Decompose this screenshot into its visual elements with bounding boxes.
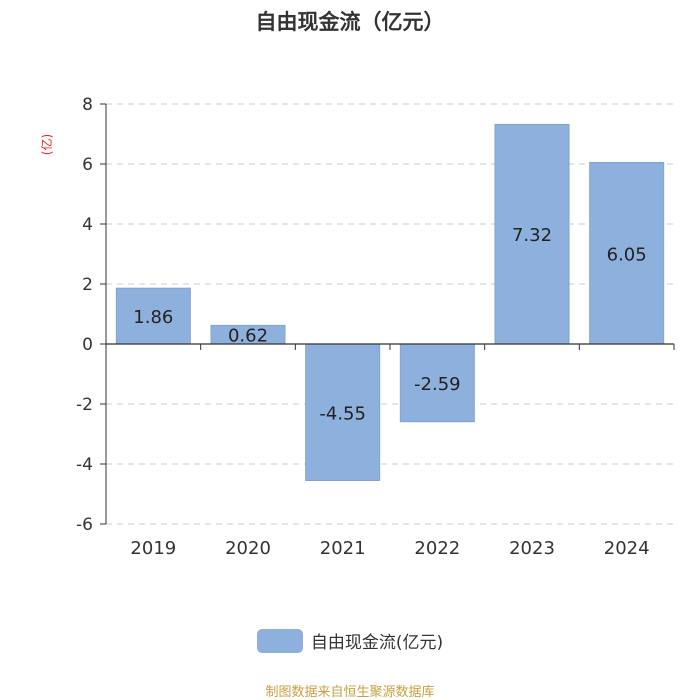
data-source-note: 制图数据来自恒生聚源数据库 <box>265 685 435 700</box>
x-tick-label: 2024 <box>604 538 650 559</box>
y-tick-label: -4 <box>76 455 93 475</box>
axes <box>100 103 675 525</box>
x-tick-label: 2019 <box>130 538 176 559</box>
grid-lines <box>106 103 674 525</box>
y-tick-label: 6 <box>82 155 93 175</box>
bar-value-label: 7.32 <box>512 225 552 246</box>
x-tick-label: 2022 <box>414 538 460 559</box>
x-tick-label: 2023 <box>509 538 555 559</box>
chart-title: 自由现金流（亿元） <box>255 10 445 34</box>
x-tick-label: 2020 <box>225 538 271 559</box>
x-tick-label: 2021 <box>320 538 366 559</box>
bars <box>115 123 665 481</box>
bar-value-label: 1.86 <box>133 307 173 328</box>
y-tick-label: 2 <box>82 275 93 295</box>
y-tick-label: -6 <box>76 515 93 535</box>
bar-2021 <box>305 343 381 481</box>
bar-2019 <box>115 287 191 345</box>
y-tick-label: 8 <box>82 95 93 115</box>
y-tick-label: -2 <box>76 395 93 415</box>
bar-value-label: 6.05 <box>607 244 647 265</box>
bar-value-label: -2.59 <box>414 374 461 395</box>
bar-value-label: 0.62 <box>228 326 268 347</box>
bar-2022 <box>399 343 475 423</box>
legend[interactable]: 自由现金流(亿元) <box>0 628 700 653</box>
y-tick-label: 4 <box>82 215 93 235</box>
legend-swatch <box>256 628 303 653</box>
y-tick-label: 0 <box>82 335 93 355</box>
bar-value-label: -4.55 <box>319 403 366 424</box>
legend-label: 自由现金流(亿元) <box>310 633 444 653</box>
bar-2023 <box>494 123 570 345</box>
bar-2024 <box>589 162 665 345</box>
labels: 8 6 4 2 0 -2 -4 -6 1.86 2019 0.62 2020 -4.55 2021 -2.5… <box>76 95 650 559</box>
